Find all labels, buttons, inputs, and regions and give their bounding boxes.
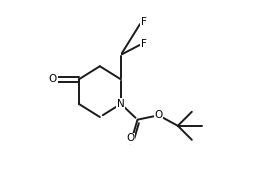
Text: O: O [154, 110, 163, 120]
Text: F: F [141, 17, 147, 27]
Text: N: N [117, 99, 125, 109]
Text: O: O [49, 74, 57, 84]
Text: F: F [141, 39, 147, 49]
Text: O: O [126, 133, 135, 143]
